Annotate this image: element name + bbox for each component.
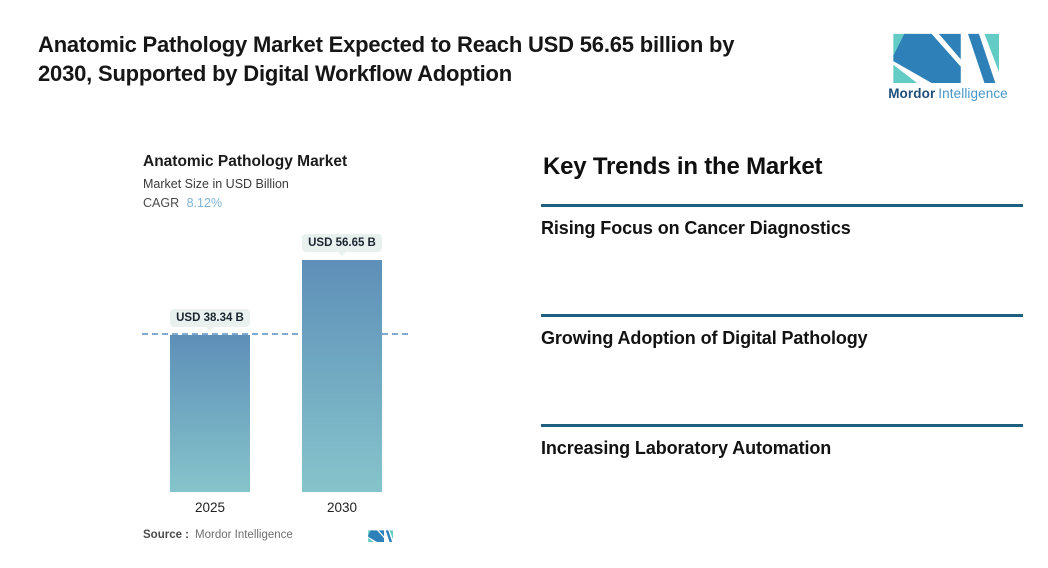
bar-2030 <box>302 260 382 492</box>
source-label: Source : <box>143 529 190 541</box>
x-axis-label-2025: 2025 <box>194 500 226 515</box>
trend-label: Growing Adoption of Digital Pathology <box>541 328 868 348</box>
cagr-label: CAGR <box>143 196 180 210</box>
value-badge-2025: USD 38.34 B <box>170 309 250 331</box>
chart-title: Anatomic Pathology Market <box>143 153 348 170</box>
value-badge-2030: USD 56.65 B <box>302 234 382 256</box>
source-logo-icon <box>368 530 393 542</box>
brand-name-secondary: Intelligence <box>938 86 1008 101</box>
trend-label: Rising Focus on Cancer Diagnostics <box>541 218 851 238</box>
page-title: Anatomic Pathology Market Expected to Re… <box>38 32 735 87</box>
mordor-intelligence-mark-icon <box>893 33 999 83</box>
cagr-value: 8.12% <box>186 196 223 210</box>
trend-label: Increasing Laboratory Automation <box>541 438 832 458</box>
trends-heading: Key Trends in the Market <box>543 153 823 180</box>
bar-2025 <box>170 335 250 492</box>
chart-cagr: CAGR 8.12% <box>143 196 222 210</box>
brand-logo: Mordor Intelligence <box>886 32 1010 101</box>
trend-item: Growing Adoption of Digital Pathology <box>541 314 1023 349</box>
x-axis-label-2030: 2030 <box>326 500 358 515</box>
chart-subtitle: Market Size in USD Billion <box>143 177 289 191</box>
brand-name: Mordor Intelligence <box>886 86 1010 101</box>
trend-item: Increasing Laboratory Automation <box>541 424 1023 459</box>
trend-item: Rising Focus on Cancer Diagnostics <box>541 204 1023 239</box>
reference-line <box>142 333 408 335</box>
source-value: Mordor Intelligence <box>195 529 293 541</box>
source-row: Source : Mordor Intelligence <box>143 529 293 541</box>
brand-name-primary: Mordor <box>888 86 936 101</box>
